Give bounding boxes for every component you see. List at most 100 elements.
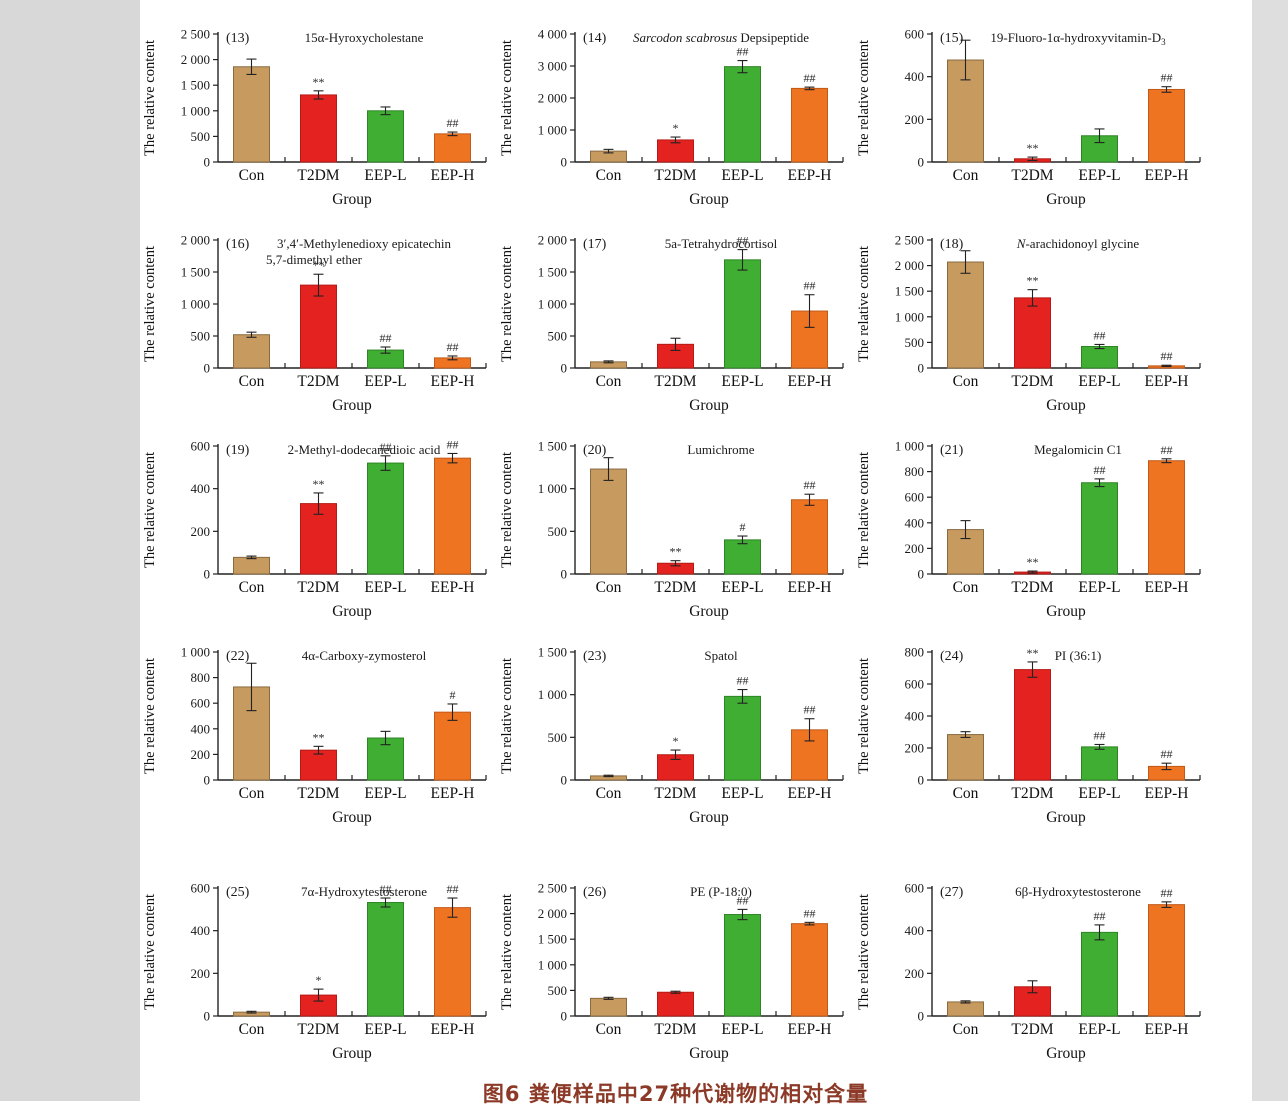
y-tick-label: 500 xyxy=(905,335,925,350)
x-tick-label: Con xyxy=(239,579,265,596)
x-tick-label: EEP-H xyxy=(788,167,832,184)
bar-eep-l xyxy=(1081,931,1118,1017)
x-tick-label: T2DM xyxy=(1011,1021,1053,1038)
y-tick-label: 200 xyxy=(905,112,925,127)
x-axis-title: Group xyxy=(689,809,729,826)
y-tick-label: 400 xyxy=(905,69,925,84)
y-tick-label: 400 xyxy=(191,721,211,736)
sig-marker: # xyxy=(450,688,456,702)
chart-title: PI (36:1) xyxy=(1055,648,1102,663)
x-axis-title: Group xyxy=(1046,397,1086,414)
y-tick-label: 2 000 xyxy=(895,258,924,273)
x-tick-label: T2DM xyxy=(297,579,339,596)
x-tick-label: Con xyxy=(239,785,265,802)
panel-number: (26) xyxy=(583,885,607,900)
y-tick-label: 500 xyxy=(191,329,211,344)
x-tick-label: Con xyxy=(596,785,622,802)
y-tick-label: 500 xyxy=(548,983,568,998)
x-tick-label: T2DM xyxy=(297,373,339,390)
sig-marker: ** xyxy=(313,477,325,491)
x-tick-label: EEP-L xyxy=(364,785,406,802)
x-tick-label: T2DM xyxy=(654,785,696,802)
sig-marker: ## xyxy=(1161,443,1173,457)
chart-25: 0 200 400 600 Con * T2DM ## EEP-L ## EEP-H (25) 7α-H… xyxy=(142,881,487,1062)
y-axis-title: The relative content xyxy=(499,894,515,1010)
panel-number: (19) xyxy=(226,443,250,458)
sig-marker: ## xyxy=(1094,463,1106,477)
sig-marker: ** xyxy=(1027,646,1039,660)
panel-number: (20) xyxy=(583,443,607,458)
x-axis-title: Group xyxy=(689,191,729,208)
bar-eep-h xyxy=(791,923,828,1017)
y-axis-title: The relative content xyxy=(142,246,158,362)
y-axis-title: The relative content xyxy=(499,246,515,362)
x-tick-label: EEP-L xyxy=(1078,373,1120,390)
x-tick-label: EEP-L xyxy=(1078,785,1120,802)
y-tick-label: 400 xyxy=(905,923,925,938)
x-axis-title: Group xyxy=(1046,1045,1086,1062)
y-axis-title: The relative content xyxy=(856,246,872,362)
y-tick-label: 400 xyxy=(191,481,211,496)
y-tick-label: 600 xyxy=(191,696,211,711)
y-axis-title: The relative content xyxy=(856,894,872,1010)
bar-eep-h xyxy=(1148,904,1185,1017)
y-tick-label: 0 xyxy=(561,155,568,170)
chart-21: 0 200 400 600 800 1 000 Con ** T2DM ## EEP-L ## EEP-… xyxy=(856,439,1201,620)
y-tick-label: 2 500 xyxy=(538,881,567,896)
y-tick-label: 1 000 xyxy=(538,481,567,496)
x-axis-title: Group xyxy=(332,397,372,414)
panel-number: (24) xyxy=(940,649,964,664)
y-tick-label: 600 xyxy=(191,439,211,454)
y-tick-label: 0 xyxy=(204,567,211,582)
chart-22: 0 200 400 600 800 1 000 Con ** T2DM EEP-L # EEP-H (2… xyxy=(142,645,487,826)
panel-number: (25) xyxy=(226,885,250,900)
bar-eep-h xyxy=(1148,88,1185,163)
chart-title: 3′,4′-Methylenedioxy epicatechin xyxy=(277,236,451,251)
y-tick-label: 2 500 xyxy=(895,233,924,248)
x-tick-label: EEP-H xyxy=(431,373,475,390)
sig-marker: ## xyxy=(1161,886,1173,900)
sig-marker: * xyxy=(316,973,322,987)
panel-number: (21) xyxy=(940,443,964,458)
panel-number: (13) xyxy=(226,31,250,46)
y-axis-title: The relative content xyxy=(142,40,158,156)
sig-marker: ## xyxy=(447,437,459,451)
y-tick-label: 0 xyxy=(918,155,925,170)
x-tick-label: T2DM xyxy=(297,785,339,802)
y-tick-label: 0 xyxy=(918,567,925,582)
bar-t2dm xyxy=(300,284,337,369)
y-tick-label: 800 xyxy=(191,670,211,685)
y-tick-label: 0 xyxy=(204,361,211,376)
panel-number: (14) xyxy=(583,31,607,46)
y-tick-label: 1 000 xyxy=(181,297,210,312)
bar-t2dm xyxy=(300,503,337,575)
y-tick-label: 400 xyxy=(191,923,211,938)
bar-eep-h xyxy=(434,457,471,575)
x-tick-label: Con xyxy=(239,373,265,390)
sig-marker: ## xyxy=(447,116,459,130)
chart-title: 4α-Carboxy-zymosterol xyxy=(302,648,427,663)
y-tick-label: 1 000 xyxy=(181,645,210,660)
sig-marker: ** xyxy=(313,258,325,272)
panel-number: (16) xyxy=(226,237,250,252)
bar-eep-h xyxy=(434,133,471,163)
x-tick-label: EEP-L xyxy=(364,579,406,596)
x-tick-label: EEP-L xyxy=(364,167,406,184)
x-tick-label: EEP-H xyxy=(788,373,832,390)
bar-eep-h xyxy=(791,87,828,163)
y-tick-label: 600 xyxy=(191,881,211,896)
bar-con xyxy=(947,734,984,781)
y-tick-label: 1 000 xyxy=(538,687,567,702)
y-tick-label: 600 xyxy=(905,27,925,42)
y-tick-label: 600 xyxy=(905,881,925,896)
sig-marker: ## xyxy=(380,440,392,454)
bar-eep-l xyxy=(367,110,404,163)
x-tick-label: T2DM xyxy=(1011,167,1053,184)
y-tick-label: 2 000 xyxy=(538,906,567,921)
x-tick-label: T2DM xyxy=(1011,785,1053,802)
sig-marker: ## xyxy=(804,906,816,920)
x-tick-label: EEP-H xyxy=(1145,167,1189,184)
x-axis-title: Group xyxy=(689,397,729,414)
y-tick-label: 1 500 xyxy=(538,932,567,947)
x-tick-label: Con xyxy=(953,785,979,802)
